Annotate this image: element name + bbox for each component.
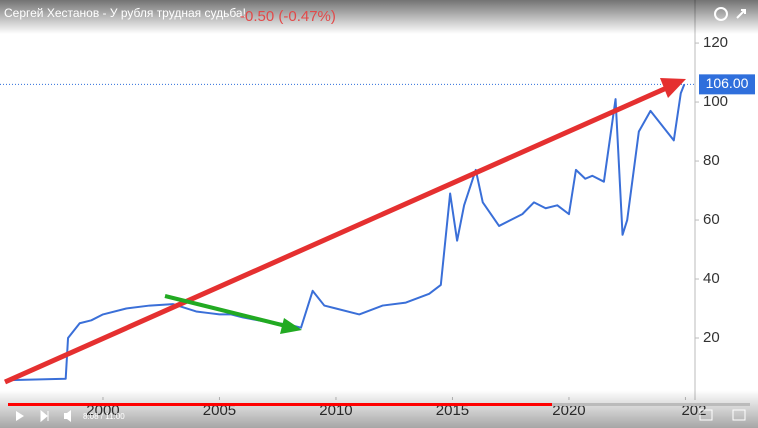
time-display: 8:08 / 11:00 <box>83 412 125 421</box>
down-arrow <box>164 294 291 329</box>
last-price-box <box>699 74 755 95</box>
watch-later[interactable] <box>714 7 728 21</box>
trend-arrow-head <box>660 78 686 98</box>
settings-button[interactable] <box>699 409 713 421</box>
volume-button[interactable] <box>64 410 71 422</box>
fullscreen-button[interactable] <box>732 409 746 421</box>
last-price-label: 106.00 <box>706 75 749 91</box>
next-button[interactable] <box>40 409 49 423</box>
y-tick-label: 20 <box>703 329 720 346</box>
bottom-overlay <box>0 390 758 428</box>
y-tick-label: 40 <box>703 270 720 287</box>
progress-played <box>8 403 552 406</box>
y-tick-label: 100 <box>703 93 728 110</box>
price-line <box>5 83 686 382</box>
price-change: -0.50 (-0.47%) <box>240 8 336 25</box>
share[interactable] <box>736 9 746 19</box>
y-tick-label: 80 <box>703 152 720 169</box>
trend-arrow <box>3 79 682 385</box>
top-overlay <box>0 0 758 34</box>
y-tick-label: 60 <box>703 211 720 228</box>
down-arrow-head <box>280 318 302 334</box>
y-tick-label: 120 <box>703 34 728 51</box>
video-title[interactable]: Сергей Хестанов - У рубля трудная судьба… <box>4 6 246 20</box>
play-button[interactable] <box>16 411 24 421</box>
